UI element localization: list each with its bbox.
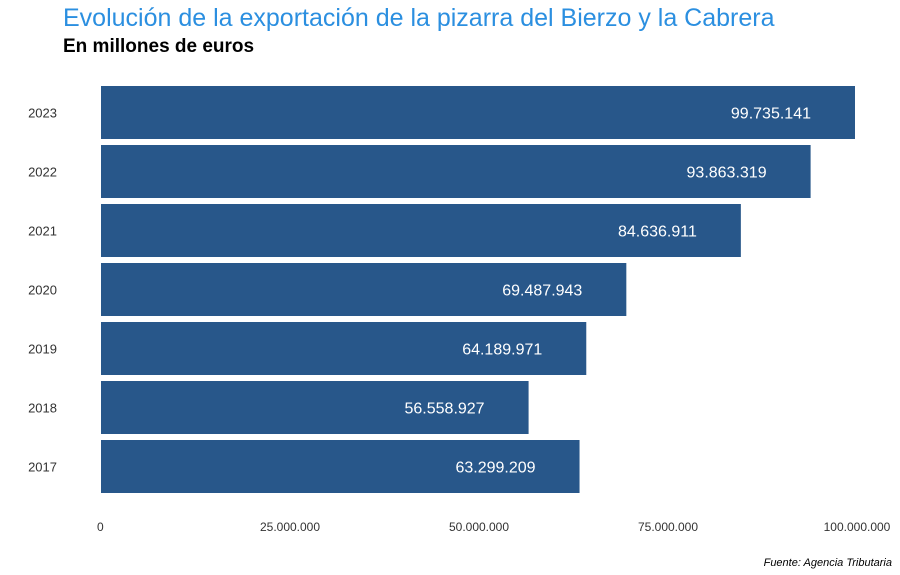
bar-value-label-2023: 99.735.141 [731, 106, 811, 123]
chart-title: Evolución de la exportación de la pizarr… [63, 4, 775, 32]
y-tick-label-2023: 2023 [28, 106, 57, 121]
y-tick-label-2019: 2019 [28, 342, 57, 357]
bar-value-label-2021: 84.636.911 [618, 224, 697, 241]
bar-value-label-2019: 64.189.971 [462, 342, 542, 359]
x-tick-label: 25.000.000 [260, 520, 320, 534]
y-tick-label-2022: 2022 [28, 165, 57, 180]
bar-value-label-2020: 69.487.943 [502, 283, 582, 300]
y-tick-label-2017: 2017 [28, 460, 57, 475]
bar-2023 [101, 86, 855, 139]
bar-value-label-2022: 93.863.319 [687, 165, 767, 182]
bar-2020 [101, 263, 627, 316]
x-tick-label: 75.000.000 [638, 520, 698, 534]
bar-2017 [101, 440, 580, 493]
y-tick-label-2018: 2018 [28, 401, 57, 416]
bar-value-label-2017: 63.299.209 [455, 460, 535, 477]
x-tick-label: 50.000.000 [449, 520, 509, 534]
y-tick-label-2021: 2021 [28, 224, 57, 239]
y-tick-label-2020: 2020 [28, 283, 57, 298]
bar-2019 [101, 322, 587, 375]
chart-subtitle: En millones de euros [63, 36, 255, 57]
bar-2018 [101, 381, 529, 434]
x-tick-label: 100.000.000 [824, 520, 891, 534]
x-tick-label: 0 [97, 520, 104, 534]
chart-caption: Fuente: Agencia Tributaria [763, 557, 892, 569]
bar-2022 [101, 145, 811, 198]
bar-value-label-2018: 56.558.927 [405, 401, 485, 418]
bar-2021 [101, 204, 741, 257]
